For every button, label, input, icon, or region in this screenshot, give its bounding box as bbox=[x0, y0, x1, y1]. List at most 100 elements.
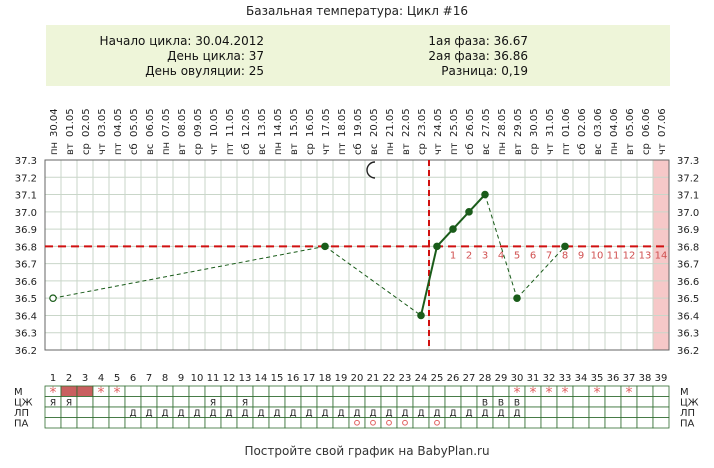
circle-mark bbox=[434, 419, 440, 426]
table-cell bbox=[316, 385, 334, 397]
day-number-label: 15 bbox=[271, 373, 284, 384]
table-cell bbox=[652, 385, 670, 397]
symptom-table: М М* * * * * * * * *ЦЖ ЦЖЯ Я Я Я В В ВЛП ЛПД Д Д Д Д Д Д Д Д Д Д Д Д Д… bbox=[14, 385, 699, 430]
date-label: 01.06 bbox=[561, 108, 572, 137]
cycle-start-text: Начало цикла: 30.04.2012 bbox=[100, 34, 264, 48]
date-label: 08.05 bbox=[177, 108, 188, 137]
table-cell bbox=[140, 417, 158, 429]
temperature-segment-solid bbox=[468, 193, 486, 213]
table-cell bbox=[636, 385, 654, 397]
table-cell bbox=[412, 385, 430, 397]
temperature-points bbox=[49, 190, 569, 320]
day-number-label: 29 bbox=[495, 373, 508, 384]
table-cell bbox=[396, 385, 414, 397]
table-cell bbox=[380, 396, 398, 408]
weekday-label: ср bbox=[81, 143, 92, 155]
date-label: 04.05 bbox=[113, 108, 124, 137]
y-tick-label: 36.2 bbox=[15, 346, 37, 357]
y-tick-label: 36.7 bbox=[15, 260, 37, 271]
table-cell bbox=[252, 417, 270, 429]
table-cell bbox=[588, 417, 606, 429]
phase2-count: 9 bbox=[578, 250, 584, 261]
temperature-segment-solid bbox=[420, 246, 438, 316]
table-cell bbox=[588, 406, 606, 418]
star-mark: * bbox=[562, 385, 569, 401]
plot-border bbox=[44, 159, 670, 351]
y-tick-label: 37.0 bbox=[15, 208, 37, 219]
weekday-label: сб bbox=[129, 143, 140, 155]
table-cell bbox=[572, 406, 590, 418]
table-cell bbox=[76, 417, 94, 429]
temperature-point bbox=[561, 242, 569, 251]
y-tick-label: 37.0 bbox=[677, 208, 699, 219]
cell-mark: Д bbox=[401, 409, 408, 419]
weekday-label: вт bbox=[289, 143, 300, 155]
table-cell bbox=[636, 417, 654, 429]
cell-mark: В bbox=[514, 399, 520, 409]
day-number-label: 3 bbox=[82, 373, 88, 384]
temperature-lines bbox=[52, 193, 566, 316]
cell-mark: Д bbox=[209, 409, 216, 419]
date-label: 16.05 bbox=[305, 108, 316, 137]
table-cell bbox=[284, 385, 302, 397]
date-label: 19.05 bbox=[353, 108, 364, 137]
cell-mark: Я bbox=[242, 399, 248, 409]
y-axis-right: 37.3 37.2 37.1 37.0 36.9 36.8 36.7 36.6 36.5 36.4… bbox=[677, 156, 699, 357]
day-number-label: 39 bbox=[655, 373, 668, 384]
grid bbox=[44, 159, 670, 351]
day-number-label: 20 bbox=[351, 373, 364, 384]
day-number-label: 25 bbox=[431, 373, 444, 384]
table-cell bbox=[236, 417, 254, 429]
weekday-label: пн bbox=[385, 142, 396, 155]
weekday-label: сб bbox=[353, 143, 364, 155]
circle-mark bbox=[354, 419, 360, 426]
table-cell bbox=[140, 396, 158, 408]
table-cell bbox=[268, 396, 286, 408]
weekday-label: вс bbox=[369, 144, 380, 155]
table-cell bbox=[348, 396, 366, 408]
table-cell bbox=[572, 417, 590, 429]
weekday-label: пн bbox=[161, 142, 172, 155]
table-cell bbox=[556, 417, 574, 429]
weekday-label: сб bbox=[577, 143, 588, 155]
day-number-label: 33 bbox=[559, 373, 572, 384]
weekday-label: вт bbox=[177, 143, 188, 155]
day-number-label: 6 bbox=[130, 373, 136, 384]
day-number-label: 13 bbox=[239, 373, 252, 384]
star-mark: * bbox=[114, 385, 121, 401]
weekday-label: вс bbox=[593, 144, 604, 155]
temperature-segment-dashed bbox=[516, 246, 566, 299]
weekday-label: чт bbox=[209, 143, 220, 155]
table-cell bbox=[156, 396, 174, 408]
y-tick-label: 36.4 bbox=[15, 311, 37, 322]
cell-mark: Д bbox=[257, 409, 264, 419]
phase2-count: 14 bbox=[655, 250, 668, 261]
weekday-label: пн bbox=[49, 142, 60, 155]
info-panel bbox=[46, 25, 670, 86]
weekday-label: сб bbox=[465, 143, 476, 155]
table-cell bbox=[572, 396, 590, 408]
weekday-label: ср bbox=[193, 143, 204, 155]
table-cell bbox=[492, 417, 510, 429]
weekday-label: пн bbox=[273, 142, 284, 155]
day-number-label: 8 bbox=[162, 373, 168, 384]
table-cell bbox=[380, 385, 398, 397]
cell-mark: Д bbox=[129, 409, 136, 419]
date-label: 02.06 bbox=[577, 108, 588, 137]
temperature-point bbox=[449, 225, 457, 233]
day-number-label: 12 bbox=[223, 373, 236, 384]
date-label: 05.06 bbox=[625, 108, 636, 137]
day-number-label: 2 bbox=[66, 373, 72, 384]
cell-mark: Д bbox=[433, 409, 440, 419]
date-label: 11.05 bbox=[225, 108, 236, 137]
day-number-label: 36 bbox=[607, 373, 620, 384]
table-cell bbox=[540, 396, 558, 408]
weekday-label: вс bbox=[257, 144, 268, 155]
date-label: 30.04 bbox=[49, 108, 60, 137]
phase2-count: 7 bbox=[546, 250, 552, 261]
cell-mark: В bbox=[498, 399, 504, 409]
table-cell bbox=[396, 396, 414, 408]
footer-text[interactable]: Постройте свой график на BabyPlan.ru bbox=[244, 444, 489, 458]
day-number-label: 26 bbox=[447, 373, 460, 384]
day-number-label: 9 bbox=[178, 373, 184, 384]
